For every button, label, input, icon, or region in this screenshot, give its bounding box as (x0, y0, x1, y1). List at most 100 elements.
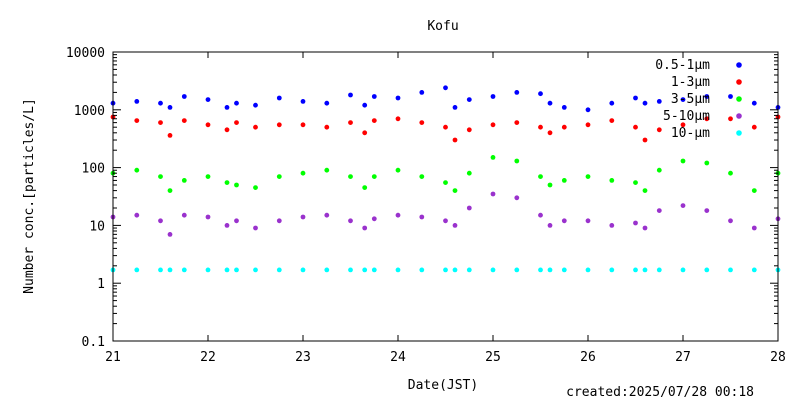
point-series-1 (751, 124, 757, 130)
x-tick-label: 22 (200, 350, 216, 365)
point-series-2 (224, 180, 230, 186)
point-series-0 (443, 85, 448, 91)
point-series-2 (633, 180, 638, 186)
point-series-3 (538, 212, 543, 218)
point-series-4 (609, 267, 615, 273)
point-series-3 (158, 218, 163, 224)
x-tick-label: 26 (580, 350, 596, 365)
point-series-0 (362, 102, 368, 108)
point-series-2 (324, 167, 330, 173)
legend-label: 10-μm (671, 126, 710, 141)
point-series-0 (253, 102, 258, 108)
point-series-3 (680, 203, 686, 209)
point-series-3 (395, 212, 401, 218)
point-series-4 (253, 267, 258, 273)
point-series-4 (585, 267, 591, 273)
point-series-3 (547, 223, 553, 228)
y-tick-label: 1000 (74, 104, 105, 119)
point-series-4 (547, 267, 553, 273)
point-series-2 (452, 188, 458, 194)
point-series-0 (490, 94, 496, 99)
point-series-1 (585, 122, 591, 128)
point-series-4 (134, 267, 140, 273)
point-series-3 (443, 218, 448, 224)
point-series-0 (419, 90, 425, 95)
point-series-3 (324, 212, 330, 218)
y-tick-label: 0.1 (82, 335, 105, 350)
point-series-4 (656, 267, 662, 273)
point-series-1 (466, 127, 472, 133)
point-series-3 (205, 214, 211, 220)
point-series-1 (490, 122, 496, 128)
point-series-4 (561, 267, 567, 273)
point-series-2 (585, 174, 591, 180)
point-series-1 (253, 124, 258, 130)
point-series-2 (167, 188, 173, 194)
point-series-4 (704, 267, 710, 273)
point-series-2 (561, 178, 567, 183)
point-series-1 (134, 118, 140, 123)
point-series-2 (234, 182, 239, 188)
point-series-0 (300, 99, 306, 104)
point-series-2 (609, 178, 615, 183)
point-series-4 (395, 267, 401, 273)
x-tick-label: 23 (295, 350, 311, 365)
point-series-4 (300, 267, 306, 273)
point-series-0 (704, 94, 710, 99)
point-series-4 (158, 267, 163, 273)
point-series-3 (633, 220, 638, 226)
point-series-4 (324, 267, 330, 273)
point-series-0 (466, 97, 472, 102)
point-series-3 (234, 218, 239, 224)
y-tick-label: 10000 (66, 46, 105, 61)
point-series-1 (205, 122, 211, 128)
x-tick-label: 25 (485, 350, 501, 365)
point-series-2 (205, 174, 211, 180)
point-series-4 (362, 267, 368, 273)
legend: 0.5-1μm 1-3μm 3-5μm 5-10μm 10-μm (655, 58, 742, 141)
point-series-4 (538, 267, 543, 273)
point-series-3 (728, 218, 733, 224)
point-series-0 (728, 94, 733, 99)
point-series-0 (751, 100, 757, 106)
point-series-0 (680, 97, 686, 102)
point-series-4 (452, 267, 458, 273)
point-series-3 (656, 208, 662, 214)
y-tick-label: 10 (89, 219, 105, 234)
point-series-3 (348, 218, 353, 224)
point-series-3 (181, 212, 187, 218)
point-series-1 (547, 130, 553, 136)
point-series-0 (205, 97, 211, 102)
point-series-0 (395, 95, 401, 101)
point-series-2 (656, 167, 662, 173)
point-series-0 (585, 107, 591, 113)
axes: 21 22 23 24 25 26 27 28 0.1 1 10 100 1000 10000 (66, 46, 786, 365)
point-series-0 (547, 100, 553, 106)
point-series-1 (704, 116, 710, 122)
point-series-1 (234, 120, 239, 125)
point-series-4 (633, 267, 638, 273)
point-series-2 (642, 188, 648, 194)
point-series-3 (362, 225, 368, 231)
point-series-0 (224, 105, 230, 110)
point-series-1 (538, 124, 543, 130)
point-series-0 (158, 100, 163, 106)
point-series-1 (167, 133, 173, 138)
point-series-1 (348, 120, 353, 125)
point-series-3 (134, 212, 140, 218)
legend-marker (736, 79, 742, 85)
point-series-3 (300, 214, 306, 220)
legend-marker (736, 96, 742, 102)
plot-frame (112, 51, 779, 342)
point-series-4 (224, 267, 230, 273)
x-tick-label: 24 (390, 350, 406, 365)
point-series-1 (276, 122, 282, 128)
point-series-1 (224, 127, 230, 133)
point-series-1 (300, 122, 306, 128)
point-series-3 (167, 232, 173, 237)
point-series-2 (728, 170, 733, 176)
point-series-4 (167, 267, 173, 273)
point-series-4 (371, 267, 377, 273)
point-series-3 (704, 208, 710, 214)
